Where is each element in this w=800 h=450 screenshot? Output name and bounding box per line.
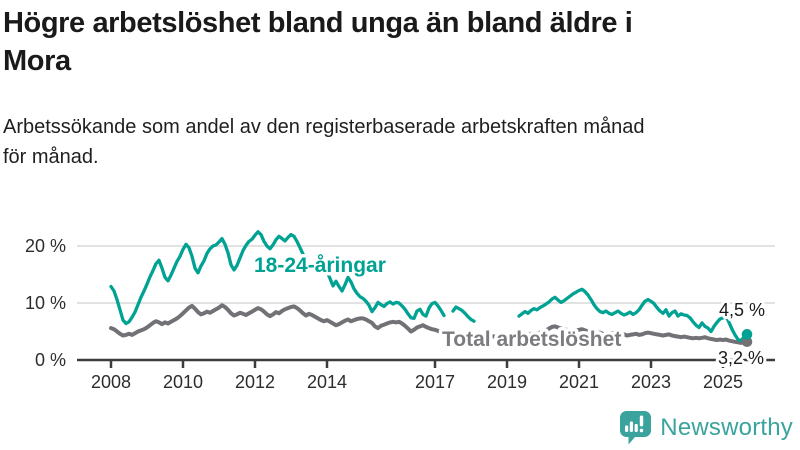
y-axis-label: 10 % [25, 293, 66, 313]
newsworthy-logo-text: Newsworthy [660, 414, 793, 441]
x-axis-label: 2012 [235, 372, 275, 392]
x-axis-label: 2008 [91, 372, 131, 392]
newsworthy-logo-icon [620, 411, 652, 445]
logo-bar-medium [634, 424, 639, 432]
series-line-total [109, 303, 749, 345]
newsworthy-logo: Newsworthy [620, 411, 793, 445]
y-axis-label: 0 % [35, 350, 66, 370]
x-axis-label: 2017 [415, 372, 455, 392]
chart-title: Högre arbetslöshet bland unga än bland ä… [3, 7, 633, 77]
series-label-youth: 18-24-åringar [254, 254, 386, 277]
chart-subtitle: Arbetssökande som andel av den registerb… [3, 116, 645, 168]
x-axis-label: 2014 [307, 372, 347, 392]
y-axis-label: 20 % [25, 236, 66, 256]
series-end-dot-18-24 [741, 329, 753, 340]
end-value-label-youth: 4,5 % [719, 300, 765, 320]
logo-bar-short [625, 425, 629, 432]
logo-exclamation-stem [640, 415, 644, 427]
x-axis-label: 2025 [703, 372, 743, 392]
x-axis-label: 2010 [163, 372, 203, 392]
series-label-total: Total arbetslöshet [442, 328, 621, 351]
x-axis-label: 2023 [631, 372, 671, 392]
end-value-label-total: 3,2 % [718, 348, 764, 368]
series-end-dot-total [741, 336, 753, 348]
logo-exclamation-dot [640, 428, 644, 433]
series-line-18-24 [109, 230, 749, 343]
x-axis-label: 2019 [487, 372, 527, 392]
logo-bar-tall [630, 421, 634, 432]
x-axis-label: 2021 [559, 372, 599, 392]
